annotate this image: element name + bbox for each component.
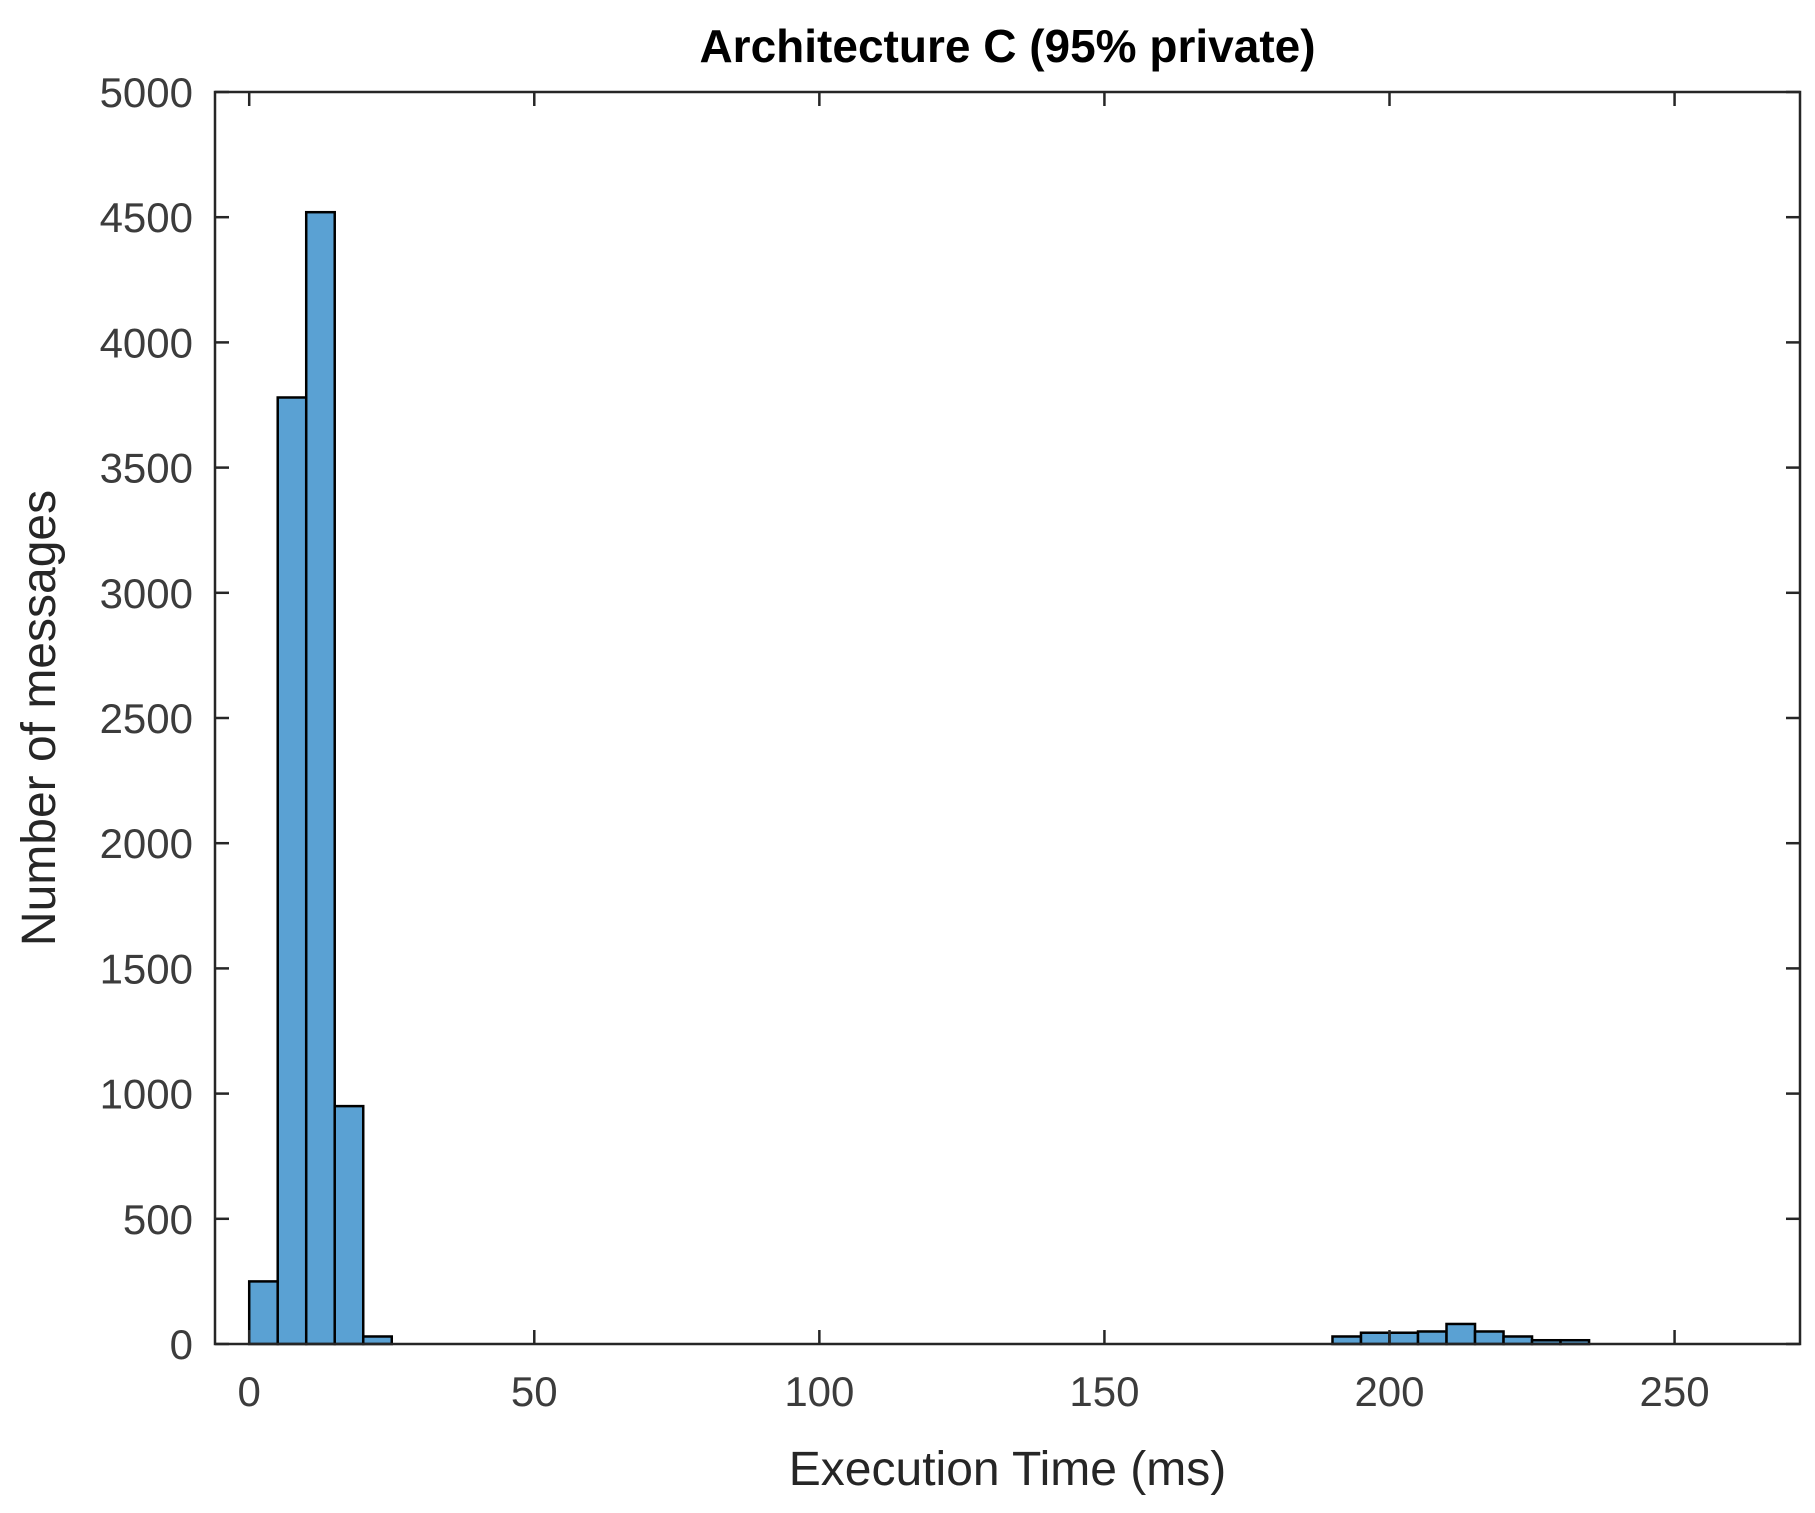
histogram-bar bbox=[1473, 1330, 1505, 1346]
y-tick-label: 2000 bbox=[100, 820, 193, 867]
histogram-bar bbox=[304, 210, 336, 1346]
y-tick-label: 5000 bbox=[100, 69, 193, 116]
x-tick-label: 50 bbox=[511, 1368, 558, 1415]
x-tick-label: 200 bbox=[1354, 1368, 1424, 1415]
bars-layer bbox=[247, 210, 1591, 1346]
histogram-bar bbox=[1359, 1331, 1391, 1346]
histogram-bar bbox=[1388, 1331, 1420, 1346]
histogram-bar bbox=[276, 396, 308, 1346]
y-tick-label: 3500 bbox=[100, 445, 193, 492]
y-tick-label: 1000 bbox=[100, 1071, 193, 1118]
y-tick-label: 1500 bbox=[100, 945, 193, 992]
y-tick-label: 4000 bbox=[100, 319, 193, 366]
x-axis-title: Execution Time (ms) bbox=[789, 1443, 1226, 1496]
x-tick-label: 250 bbox=[1640, 1368, 1710, 1415]
y-axis-title: Number of messages bbox=[13, 490, 66, 946]
x-tick-label: 100 bbox=[784, 1368, 854, 1415]
x-tick-label: 150 bbox=[1069, 1368, 1139, 1415]
histogram-bar bbox=[247, 1280, 279, 1346]
y-tick-label: 4500 bbox=[100, 194, 193, 241]
histogram-bar bbox=[333, 1104, 365, 1346]
y-tick-label: 0 bbox=[170, 1321, 193, 1368]
y-tick-label: 500 bbox=[123, 1196, 193, 1243]
histogram-bar bbox=[1416, 1330, 1448, 1346]
x-tick-label: 0 bbox=[238, 1368, 261, 1415]
histogram-bar bbox=[1445, 1322, 1477, 1346]
y-tick-label: 2500 bbox=[100, 695, 193, 742]
ticks-layer: 0 50 100 150 200 2500500100015002000250030003… bbox=[100, 69, 1800, 1415]
chart-title: Architecture C (95% private) bbox=[699, 20, 1315, 72]
y-tick-label: 3000 bbox=[100, 570, 193, 617]
